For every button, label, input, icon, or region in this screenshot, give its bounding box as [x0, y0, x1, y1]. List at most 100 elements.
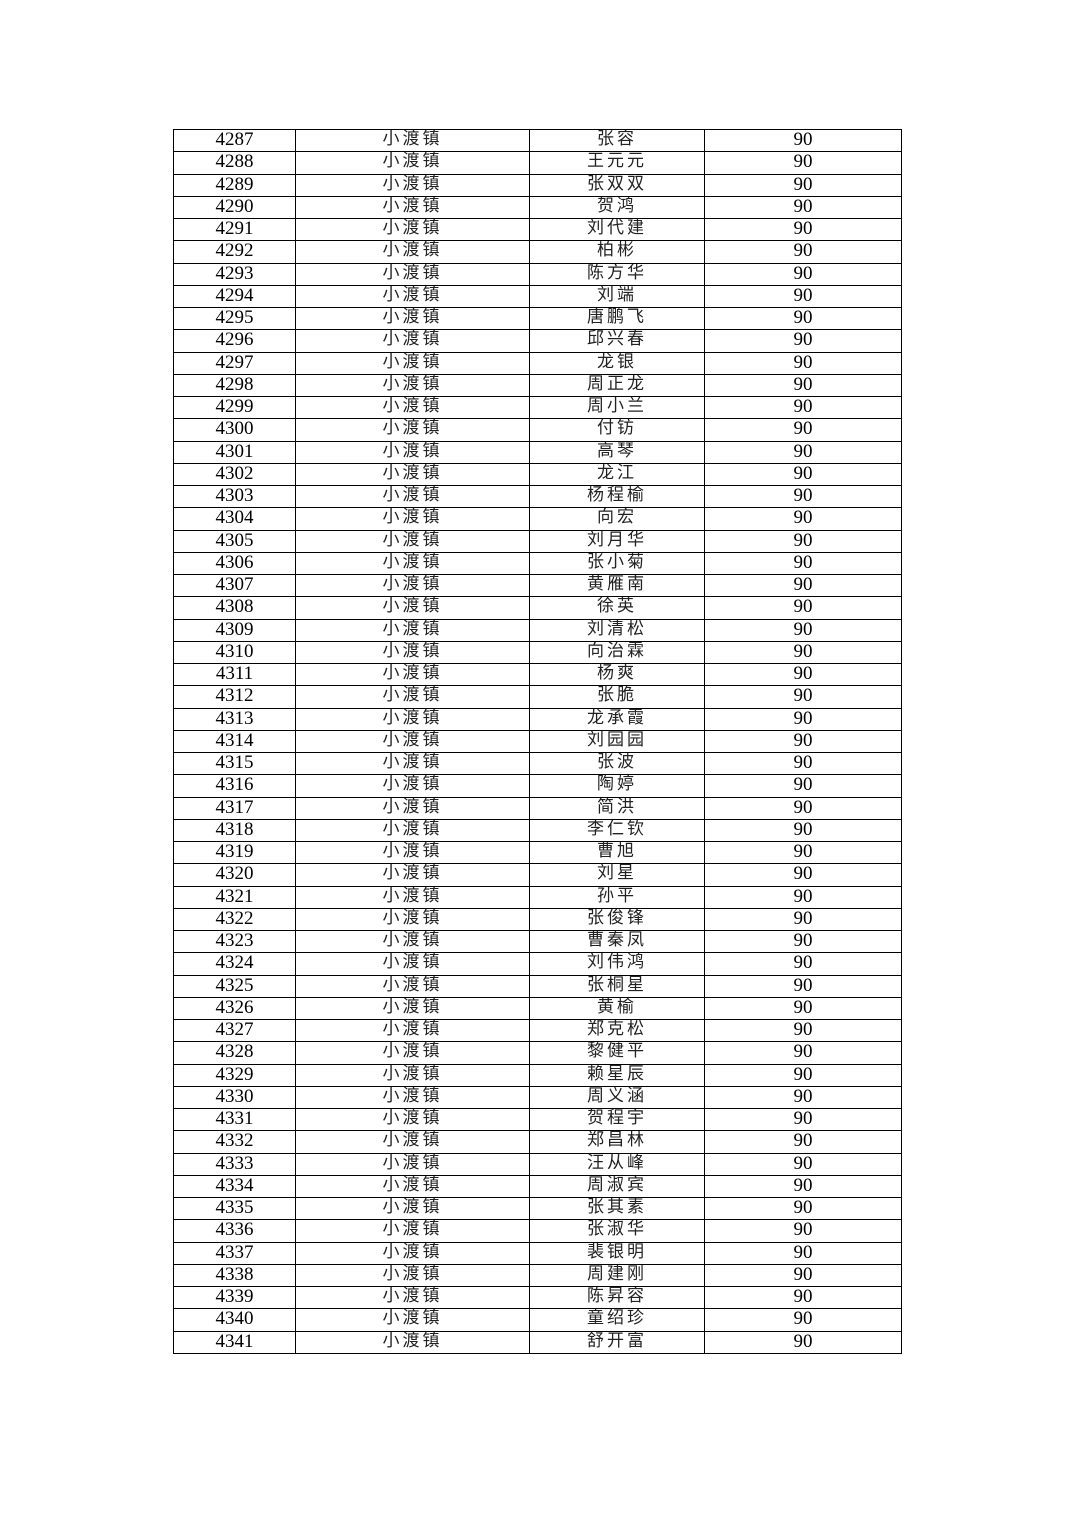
- table-row: 4299 小渡镇 周小兰 90: [173, 395, 902, 420]
- town-cell: 小渡镇: [295, 418, 530, 442]
- name-cell: 周正龙: [529, 373, 705, 398]
- table-row: 4307 小渡镇 黄雁南 90: [173, 573, 902, 598]
- table-row: 4311 小渡镇 杨爽 90: [173, 662, 902, 687]
- row-number-cell: 4341: [173, 1330, 296, 1354]
- table-row: 4326 小渡镇 黄榆 90: [173, 996, 902, 1021]
- score-cell: 90: [704, 863, 902, 887]
- score-cell: 90: [704, 796, 902, 820]
- name-cell: 张容: [529, 128, 705, 153]
- table-row: 4296 小渡镇 邱兴春 90: [173, 329, 902, 353]
- score-cell: 90: [704, 818, 902, 843]
- town-cell: 小渡镇: [295, 173, 530, 197]
- score-cell: 90: [704, 1241, 902, 1265]
- table-row: 4331 小渡镇 贺程宇 90: [173, 1107, 902, 1132]
- score-cell: 90: [704, 1085, 902, 1110]
- name-cell: 张淑华: [529, 1219, 705, 1243]
- town-cell: 小渡镇: [295, 774, 530, 798]
- town-cell: 小渡镇: [295, 306, 530, 331]
- town-cell: 小渡镇: [295, 1330, 530, 1354]
- town-cell: 小渡镇: [295, 373, 530, 398]
- score-cell: 90: [704, 1196, 902, 1221]
- town-cell: 小渡镇: [295, 1152, 530, 1176]
- town-cell: 小渡镇: [295, 1196, 530, 1221]
- row-number-cell: 4294: [173, 284, 296, 309]
- town-cell: 小渡镇: [295, 351, 530, 375]
- table-row: 4341 小渡镇 舒开富 90: [173, 1330, 902, 1354]
- table-row: 4320 小渡镇 刘星 90: [173, 863, 902, 887]
- town-cell: 小渡镇: [295, 1063, 530, 1087]
- score-cell: 90: [704, 596, 902, 620]
- table-row: 4313 小渡镇 龙承霞 90: [173, 707, 902, 731]
- table-row: 4315 小渡镇 张波 90: [173, 751, 902, 776]
- town-cell: 小渡镇: [295, 151, 530, 175]
- score-cell: 90: [704, 751, 902, 776]
- town-cell: 小渡镇: [295, 1174, 530, 1199]
- name-cell: 陈方华: [529, 262, 705, 286]
- town-cell: 小渡镇: [295, 840, 530, 865]
- name-cell: 张其素: [529, 1196, 705, 1221]
- town-cell: 小渡镇: [295, 507, 530, 531]
- town-cell: 小渡镇: [295, 284, 530, 309]
- row-number-cell: 4321: [173, 885, 296, 909]
- row-number-cell: 4307: [173, 573, 296, 598]
- score-cell: 90: [704, 373, 902, 398]
- name-cell: 杨爽: [529, 662, 705, 687]
- name-cell: 周义涵: [529, 1085, 705, 1110]
- name-cell: 张小菊: [529, 551, 705, 576]
- score-cell: 90: [704, 551, 902, 576]
- row-number-cell: 4323: [173, 929, 296, 954]
- town-cell: 小渡镇: [295, 685, 530, 709]
- name-cell: 张双双: [529, 173, 705, 197]
- name-cell: 郑昌林: [529, 1130, 705, 1154]
- score-cell: 90: [704, 1285, 902, 1310]
- table-row: 4312 小渡镇 张脆 90: [173, 685, 902, 709]
- table-row: 4292 小渡镇 柏彬 90: [173, 240, 902, 264]
- name-cell: 唐鹏飞: [529, 306, 705, 331]
- name-cell: 黄雁南: [529, 573, 705, 598]
- table-row: 4321 小渡镇 孙平 90: [173, 885, 902, 909]
- row-number-cell: 4336: [173, 1219, 296, 1243]
- table-row: 4302 小渡镇 龙江 90: [173, 462, 902, 487]
- row-number-cell: 4318: [173, 818, 296, 843]
- town-cell: 小渡镇: [295, 796, 530, 820]
- name-cell: 曹旭: [529, 840, 705, 865]
- table-row: 4305 小渡镇 刘月华 90: [173, 529, 902, 553]
- score-cell: 90: [704, 173, 902, 197]
- town-cell: 小渡镇: [295, 996, 530, 1021]
- row-number-cell: 4334: [173, 1174, 296, 1199]
- town-cell: 小渡镇: [295, 240, 530, 264]
- name-cell: 高琴: [529, 440, 705, 464]
- row-number-cell: 4315: [173, 751, 296, 776]
- score-cell: 90: [704, 573, 902, 598]
- row-number-cell: 4290: [173, 195, 296, 220]
- town-cell: 小渡镇: [295, 1041, 530, 1065]
- roster-table-body: 4287 小渡镇 张容 90 4288 小渡镇 王元元 90 4289 小渡镇 张双双 90 4290 小…: [173, 128, 902, 1354]
- score-cell: 90: [704, 151, 902, 175]
- name-cell: 龙承霞: [529, 707, 705, 731]
- name-cell: 周建刚: [529, 1263, 705, 1288]
- town-cell: 小渡镇: [295, 440, 530, 464]
- row-number-cell: 4339: [173, 1285, 296, 1310]
- score-cell: 90: [704, 440, 902, 464]
- score-cell: 90: [704, 1018, 902, 1043]
- town-cell: 小渡镇: [295, 707, 530, 731]
- score-cell: 90: [704, 640, 902, 665]
- score-cell: 90: [704, 618, 902, 642]
- town-cell: 小渡镇: [295, 662, 530, 687]
- score-cell: 90: [704, 1107, 902, 1132]
- table-row: 4298 小渡镇 周正龙 90: [173, 373, 902, 398]
- name-cell: 黎健平: [529, 1041, 705, 1065]
- row-number-cell: 4340: [173, 1308, 296, 1332]
- table-row: 4288 小渡镇 王元元 90: [173, 151, 902, 175]
- town-cell: 小渡镇: [295, 529, 530, 553]
- row-number-cell: 4289: [173, 173, 296, 197]
- score-cell: 90: [704, 195, 902, 220]
- name-cell: 柏彬: [529, 240, 705, 264]
- name-cell: 刘清松: [529, 618, 705, 642]
- name-cell: 周淑宾: [529, 1174, 705, 1199]
- name-cell: 舒开富: [529, 1330, 705, 1354]
- score-cell: 90: [704, 729, 902, 754]
- row-number-cell: 4301: [173, 440, 296, 464]
- row-number-cell: 4291: [173, 217, 296, 242]
- table-row: 4294 小渡镇 刘端 90: [173, 284, 902, 309]
